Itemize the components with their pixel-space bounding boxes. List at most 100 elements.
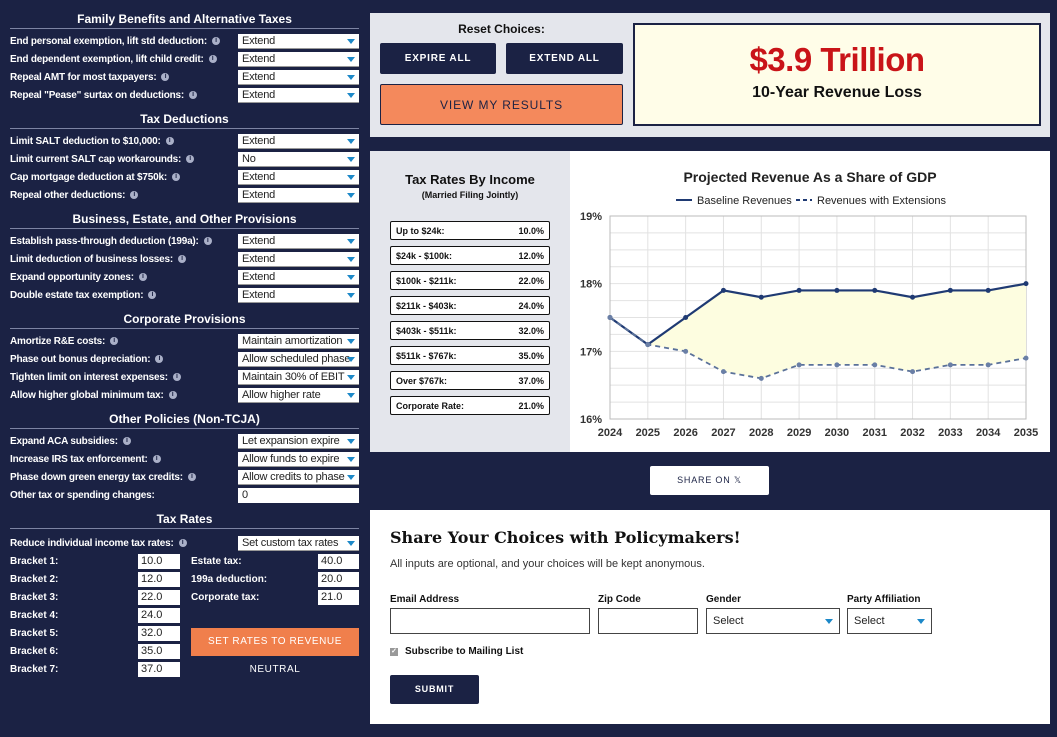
option-select[interactable]: Allow credits to phase bbox=[238, 469, 359, 485]
bracket-row: Bracket 5: 32.0 bbox=[10, 626, 180, 641]
rate-row-value: 22.0% bbox=[518, 275, 544, 286]
option-input[interactable]: 0 bbox=[238, 487, 359, 503]
option-select[interactable]: Extend bbox=[238, 69, 359, 85]
bracket-input[interactable]: 10.0 bbox=[138, 554, 180, 569]
x-tick-label: 2027 bbox=[711, 427, 735, 439]
bracket-input[interactable]: 37.0 bbox=[138, 662, 180, 677]
info-icon[interactable]: i bbox=[211, 37, 220, 45]
info-icon[interactable]: i bbox=[122, 437, 131, 445]
info-icon[interactable]: i bbox=[203, 237, 212, 245]
bracket-row: Bracket 3: 22.0 bbox=[10, 590, 180, 605]
option-row: End personal exemption, lift std deducti… bbox=[10, 32, 359, 50]
info-icon[interactable]: i bbox=[130, 191, 139, 199]
info-icon[interactable]: i bbox=[189, 91, 198, 99]
option-row: End dependent exemption, lift child cred… bbox=[10, 50, 359, 68]
info-icon[interactable]: i bbox=[148, 291, 157, 299]
bracket-input[interactable]: 32.0 bbox=[138, 626, 180, 641]
info-icon[interactable]: i bbox=[110, 337, 119, 345]
option-select[interactable]: Maintain amortization bbox=[238, 333, 359, 349]
bracket-label: Bracket 4: bbox=[10, 610, 59, 621]
option-select[interactable]: Extend bbox=[238, 133, 359, 149]
rate-row: Corporate Rate: 21.0% bbox=[390, 396, 550, 415]
info-icon[interactable]: i bbox=[208, 55, 217, 63]
subscribe-checkbox-row[interactable]: ✓ Subscribe to Mailing List bbox=[390, 646, 523, 657]
party-select[interactable]: Select bbox=[847, 608, 932, 634]
option-row: Phase down green energy tax credits: i All… bbox=[10, 468, 359, 486]
other-rate-label: 199a deduction: bbox=[191, 574, 268, 585]
info-icon[interactable]: i bbox=[187, 473, 196, 481]
info-icon[interactable]: i bbox=[172, 373, 181, 381]
x-tick-label: 2025 bbox=[636, 427, 660, 439]
bracket-input[interactable]: 35.0 bbox=[138, 644, 180, 659]
option-select[interactable]: Extend bbox=[238, 233, 359, 249]
rate-row-value: 37.0% bbox=[518, 375, 544, 386]
view-results-button[interactable]: VIEW MY RESULTS bbox=[380, 84, 623, 125]
series-baseline-line bbox=[609, 282, 1027, 346]
revenue-neutral-button[interactable]: SET RATES TO REVENUE NEUTRAL bbox=[191, 628, 359, 675]
baseline-point bbox=[720, 287, 726, 293]
extension-point bbox=[985, 362, 991, 368]
section-title: Corporate Provisions bbox=[10, 312, 359, 329]
gender-select[interactable]: Select bbox=[706, 608, 840, 634]
bracket-label: Bracket 5: bbox=[10, 628, 59, 639]
zip-field[interactable] bbox=[598, 608, 698, 634]
extension-point bbox=[607, 315, 613, 320]
other-rate-input[interactable]: 20.0 bbox=[318, 572, 359, 587]
other-rate-input[interactable]: 40.0 bbox=[318, 554, 359, 569]
rate-row-label: Up to $24k: bbox=[396, 225, 445, 236]
share-on-x-button[interactable]: SHARE ON 𝕏 bbox=[650, 466, 769, 495]
baseline-point bbox=[683, 315, 689, 320]
info-icon[interactable]: i bbox=[152, 455, 161, 463]
rate-row-value: 35.0% bbox=[518, 350, 544, 361]
info-icon[interactable]: i bbox=[168, 391, 177, 399]
expire-all-button[interactable]: EXPIRE ALL bbox=[380, 43, 496, 74]
extension-point bbox=[796, 362, 802, 368]
option-select[interactable]: Allow higher rate bbox=[238, 387, 359, 403]
info-icon[interactable]: i bbox=[178, 255, 187, 263]
option-row: Cap mortgage deduction at $750k: i Extend bbox=[10, 168, 359, 186]
option-select[interactable]: Extend bbox=[238, 87, 359, 103]
option-select[interactable]: Maintain 30% of EBIT bbox=[238, 369, 359, 385]
option-select[interactable]: Extend bbox=[238, 169, 359, 185]
option-select[interactable]: Extend bbox=[238, 269, 359, 285]
info-icon[interactable]: i bbox=[186, 155, 195, 163]
info-icon[interactable]: i bbox=[161, 73, 170, 81]
info-icon[interactable]: i bbox=[138, 273, 147, 281]
baseline-point bbox=[985, 287, 991, 293]
bracket-input[interactable]: 24.0 bbox=[138, 608, 180, 623]
option-select[interactable]: Extend bbox=[238, 33, 359, 49]
option-label: Expand opportunity zones: bbox=[10, 271, 134, 283]
option-select[interactable]: Extend bbox=[238, 287, 359, 303]
y-tick-label: 16% bbox=[580, 414, 602, 426]
chart-title: Projected Revenue As a Share of GDP bbox=[683, 169, 936, 185]
x-tick-label: 2032 bbox=[900, 427, 924, 439]
submit-button[interactable]: SUBMIT bbox=[390, 675, 479, 704]
info-icon[interactable]: i bbox=[171, 173, 180, 181]
bracket-input[interactable]: 22.0 bbox=[138, 590, 180, 605]
info-icon[interactable]: i bbox=[155, 355, 164, 363]
bracket-input[interactable]: 12.0 bbox=[138, 572, 180, 587]
option-select[interactable]: Allow scheduled phase bbox=[238, 351, 359, 367]
baseline-point bbox=[796, 287, 802, 293]
other-rate-input[interactable]: 21.0 bbox=[318, 590, 359, 605]
info-icon[interactable]: i bbox=[165, 137, 174, 145]
option-select[interactable]: Extend bbox=[238, 251, 359, 267]
option-select[interactable]: Allow funds to expire bbox=[238, 451, 359, 467]
option-label: Phase down green energy tax credits: bbox=[10, 471, 183, 483]
option-select[interactable]: Let expansion expire bbox=[238, 433, 359, 449]
area-between bbox=[610, 283, 1026, 379]
reduce-rates-select[interactable]: Set custom tax rates bbox=[238, 535, 359, 551]
rate-row-value: 21.0% bbox=[518, 400, 544, 411]
option-select[interactable]: No bbox=[238, 151, 359, 167]
option-select[interactable]: Extend bbox=[238, 51, 359, 67]
bracket-row: Bracket 6: 35.0 bbox=[10, 644, 180, 659]
info-icon[interactable]: i bbox=[178, 539, 187, 547]
extend-all-button[interactable]: EXTEND ALL bbox=[506, 43, 623, 74]
option-select[interactable]: Extend bbox=[238, 187, 359, 203]
option-label: Double estate tax exemption: bbox=[10, 289, 144, 301]
bracket-label: Bracket 3: bbox=[10, 592, 59, 603]
checkbox-icon[interactable]: ✓ bbox=[390, 647, 398, 656]
email-field[interactable] bbox=[390, 608, 590, 634]
x-tick-label: 2026 bbox=[673, 427, 697, 439]
option-row: Expand opportunity zones: i Extend bbox=[10, 268, 359, 286]
